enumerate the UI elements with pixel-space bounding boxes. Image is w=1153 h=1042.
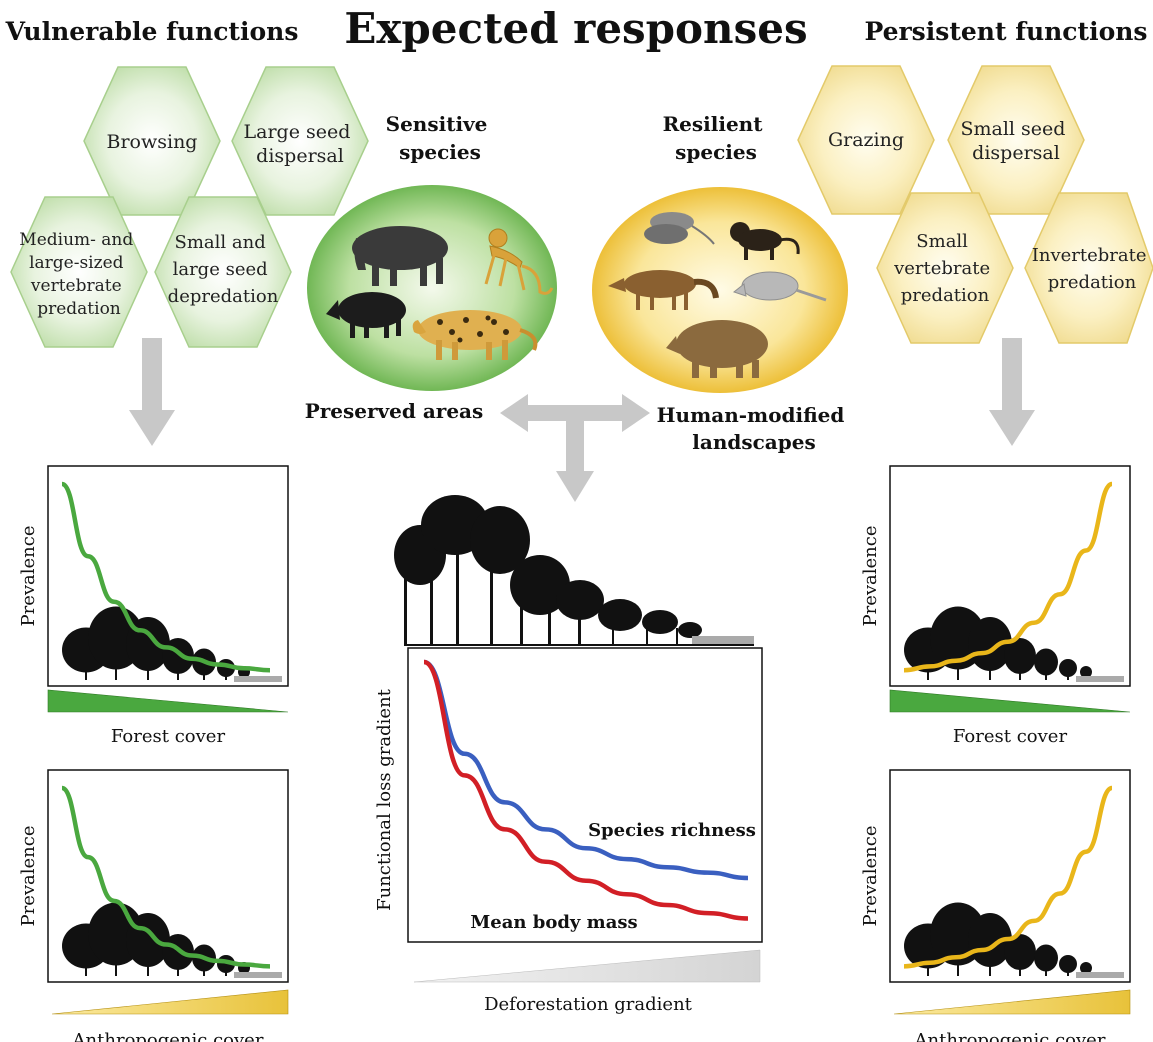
prevalence-curve <box>60 785 271 969</box>
hex-large-seed-dispersal: Large seed dispersal <box>231 66 369 216</box>
grass-icon <box>1076 972 1124 978</box>
hex-label: Browsing <box>107 131 198 153</box>
hex-label: Invertebrate predation <box>1032 245 1153 293</box>
series-label-mean-body-mass: Mean body mass <box>470 912 637 933</box>
hex-medium-large-vertebrate-predation: Medium- and large-sized vertebrate preda… <box>10 196 148 348</box>
hex-label: Grazing <box>828 129 904 151</box>
prevalence-curve <box>60 481 271 673</box>
grass-icon <box>234 676 282 682</box>
hex-browsing: Browsing <box>83 66 221 216</box>
hex-label: Small and large seed depredation <box>168 232 279 307</box>
sensitive-species-circle <box>307 185 557 391</box>
resilient-species-label: Resilient species <box>663 112 770 164</box>
vulnerable-functions-title: Vulnerable functions <box>5 17 299 46</box>
peccary-icon <box>326 292 406 338</box>
monkey-icon <box>484 228 554 295</box>
page-title: Expected responses <box>344 4 807 53</box>
sensitive-species-label: Sensitive species <box>386 112 495 164</box>
prevalence-curve <box>903 481 1114 673</box>
persistent-functions-group: Grazing Small seed dispersal Small verte… <box>797 65 1153 344</box>
preserved-areas-label: Preserved areas <box>305 399 484 423</box>
y-axis-label: Prevalence <box>18 825 39 926</box>
hex-small-vertebrate-predation: Small vertebrate predation <box>876 192 1014 344</box>
hex-label: Small vertebrate predation <box>893 231 996 306</box>
x-axis-label: Anthropogenic cover <box>72 1030 264 1042</box>
fox-icon <box>608 270 719 310</box>
y-axis-label: Prevalence <box>860 825 881 926</box>
persistent-functions-title: Persistent functions <box>864 17 1147 46</box>
persistent-forest-chart: Prevalence Forest cover <box>860 465 1131 747</box>
resilient-species-circle <box>592 187 848 393</box>
persistent-down-arrow <box>989 338 1035 446</box>
vulnerable-down-arrow <box>129 338 175 446</box>
x-axis-label: Forest cover <box>111 726 226 747</box>
capuchin-icon <box>730 222 800 260</box>
vulnerable-anthropogenic-chart: Prevalence Anthropogenic cover <box>18 769 289 1042</box>
forest-silhouette-icon <box>394 495 754 646</box>
grass-icon <box>1076 676 1124 682</box>
x-axis-label: Anthropogenic cover <box>914 1030 1106 1042</box>
series-label-species-richness: Species richness <box>588 820 756 841</box>
forest-cover-wedge <box>889 689 1131 713</box>
y-axis-label: Prevalence <box>860 525 881 626</box>
jaguar-icon <box>412 310 538 360</box>
x-axis-label: Deforestation gradient <box>484 994 693 1015</box>
grass-icon <box>234 972 282 978</box>
hex-seed-depredation: Small and large seed depredation <box>154 196 292 348</box>
anthropogenic-cover-wedge <box>51 989 289 1015</box>
forest-cover-wedge <box>47 689 289 713</box>
vulnerable-forest-chart: Prevalence Forest cover <box>18 465 289 747</box>
deforestation-wedge <box>413 949 761 983</box>
capybara-icon <box>666 320 768 378</box>
hex-invertebrate-predation: Invertebrate predation <box>1024 192 1153 344</box>
hex-grazing: Grazing <box>797 65 935 215</box>
chart-frame <box>407 647 763 943</box>
anthropogenic-cover-wedge <box>893 989 1131 1015</box>
hex-label: Small seed dispersal <box>960 118 1071 164</box>
hex-label: Large seed dispersal <box>244 121 357 167</box>
persistent-anthropogenic-chart: Prevalence Anthropogenic cover <box>860 769 1131 1042</box>
series-line-species-richness <box>423 659 749 881</box>
grass-icon <box>692 636 754 644</box>
hex-label: Medium- and large-sized vertebrate preda… <box>19 230 138 319</box>
opossum-icon <box>644 212 715 245</box>
hex-small-seed-dispersal: Small seed dispersal <box>947 65 1085 215</box>
prevalence-curve <box>903 785 1113 969</box>
armadillo-icon <box>732 271 827 302</box>
y-axis-label: Functional loss gradient <box>374 688 395 911</box>
gradient-arrows <box>500 394 650 502</box>
series-line-mean-body-mass <box>423 659 749 921</box>
y-axis-label: Prevalence <box>18 525 39 626</box>
functional-loss-chart: Species richness Mean body mass Function… <box>374 647 763 1015</box>
human-modified-landscapes-label: Human-modified landscapes <box>657 403 852 454</box>
forest-silhouette-icon <box>62 606 250 680</box>
x-axis-label: Forest cover <box>953 726 1068 747</box>
tapir-icon <box>352 226 448 286</box>
vulnerable-functions-group: Browsing Large seed dispersal Medium- an… <box>10 66 369 348</box>
